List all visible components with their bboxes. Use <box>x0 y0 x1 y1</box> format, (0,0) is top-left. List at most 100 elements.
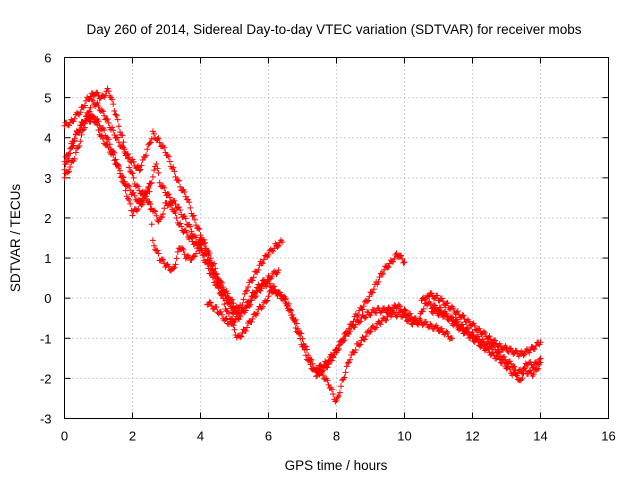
data-point <box>221 301 228 308</box>
x-tick-label: 4 <box>197 429 204 444</box>
data-point <box>373 324 380 331</box>
data-point <box>314 368 321 375</box>
data-point <box>109 124 116 131</box>
data-point <box>158 214 165 221</box>
data-point <box>335 393 342 400</box>
data-point <box>480 338 487 345</box>
data-point <box>299 335 306 342</box>
data-point <box>440 298 447 305</box>
data-point <box>172 210 179 217</box>
data-point <box>384 264 391 271</box>
data-point <box>376 274 383 281</box>
data-point <box>502 356 509 363</box>
data-point <box>377 309 384 316</box>
data-point <box>204 260 211 267</box>
data-point <box>177 220 184 227</box>
data-point <box>520 352 527 359</box>
data-point <box>390 258 397 265</box>
data-point <box>147 139 154 146</box>
data-point <box>77 127 84 134</box>
data-point <box>67 145 74 152</box>
data-point <box>287 307 294 314</box>
data-point <box>187 204 194 211</box>
data-point <box>156 179 163 186</box>
data-point <box>156 139 163 146</box>
data-point <box>385 264 392 271</box>
data-point <box>222 316 229 323</box>
data-point <box>151 242 158 249</box>
x-tick-label: 2 <box>129 429 136 444</box>
data-point <box>495 348 502 355</box>
data-point <box>264 297 271 304</box>
data-point <box>293 320 300 327</box>
data-point <box>181 213 188 220</box>
data-point <box>110 148 117 155</box>
data-point <box>195 225 202 232</box>
data-point <box>449 314 456 321</box>
data-point <box>237 313 244 320</box>
data-point <box>399 255 406 262</box>
data-point <box>181 188 188 195</box>
data-point <box>430 295 437 302</box>
data-point <box>454 308 461 315</box>
data-point <box>70 118 77 125</box>
data-point <box>389 307 396 314</box>
data-point <box>520 370 527 377</box>
data-point <box>208 266 215 273</box>
data-point <box>364 298 371 305</box>
data-point <box>378 270 385 277</box>
data-point <box>174 177 181 184</box>
data-point <box>492 337 499 344</box>
data-point <box>359 306 366 313</box>
data-point <box>121 146 128 153</box>
data-point <box>134 164 141 171</box>
data-point <box>355 311 362 318</box>
data-point <box>475 333 482 340</box>
data-point <box>243 287 250 294</box>
data-point <box>129 170 136 177</box>
data-point <box>183 196 190 203</box>
data-point <box>489 341 496 348</box>
data-point <box>532 342 539 349</box>
data-point <box>282 296 289 303</box>
data-point <box>70 138 77 145</box>
data-point <box>182 215 189 222</box>
data-point <box>143 195 150 202</box>
data-point <box>135 163 142 170</box>
data-point <box>153 212 160 219</box>
data-point <box>160 211 167 218</box>
data-point <box>166 158 173 165</box>
data-point <box>420 305 427 312</box>
data-point <box>129 212 136 219</box>
series-track-7 <box>313 290 544 375</box>
data-point <box>138 162 145 169</box>
data-point <box>147 206 154 213</box>
data-point <box>434 324 441 331</box>
data-point <box>64 169 71 176</box>
data-point <box>361 314 368 321</box>
data-point <box>67 163 74 170</box>
data-point <box>224 308 231 315</box>
data-point <box>407 310 414 317</box>
data-point <box>240 296 247 303</box>
chart-title: Day 260 of 2014, Sidereal Day-to-day VTE… <box>87 22 582 37</box>
data-point <box>230 304 237 311</box>
data-point <box>258 285 265 292</box>
data-point <box>513 372 520 379</box>
data-point <box>463 324 470 331</box>
data-point <box>110 127 117 134</box>
data-point <box>76 129 83 136</box>
data-point <box>246 303 253 310</box>
data-point <box>161 184 168 191</box>
data-point <box>147 200 154 207</box>
data-point <box>366 293 373 300</box>
data-point <box>95 118 102 125</box>
data-point <box>427 321 434 328</box>
data-point <box>496 349 503 356</box>
data-point <box>154 247 161 254</box>
data-point <box>126 183 133 190</box>
data-point <box>372 309 379 316</box>
data-point <box>146 140 153 147</box>
data-point <box>444 329 451 336</box>
data-point <box>292 316 299 323</box>
